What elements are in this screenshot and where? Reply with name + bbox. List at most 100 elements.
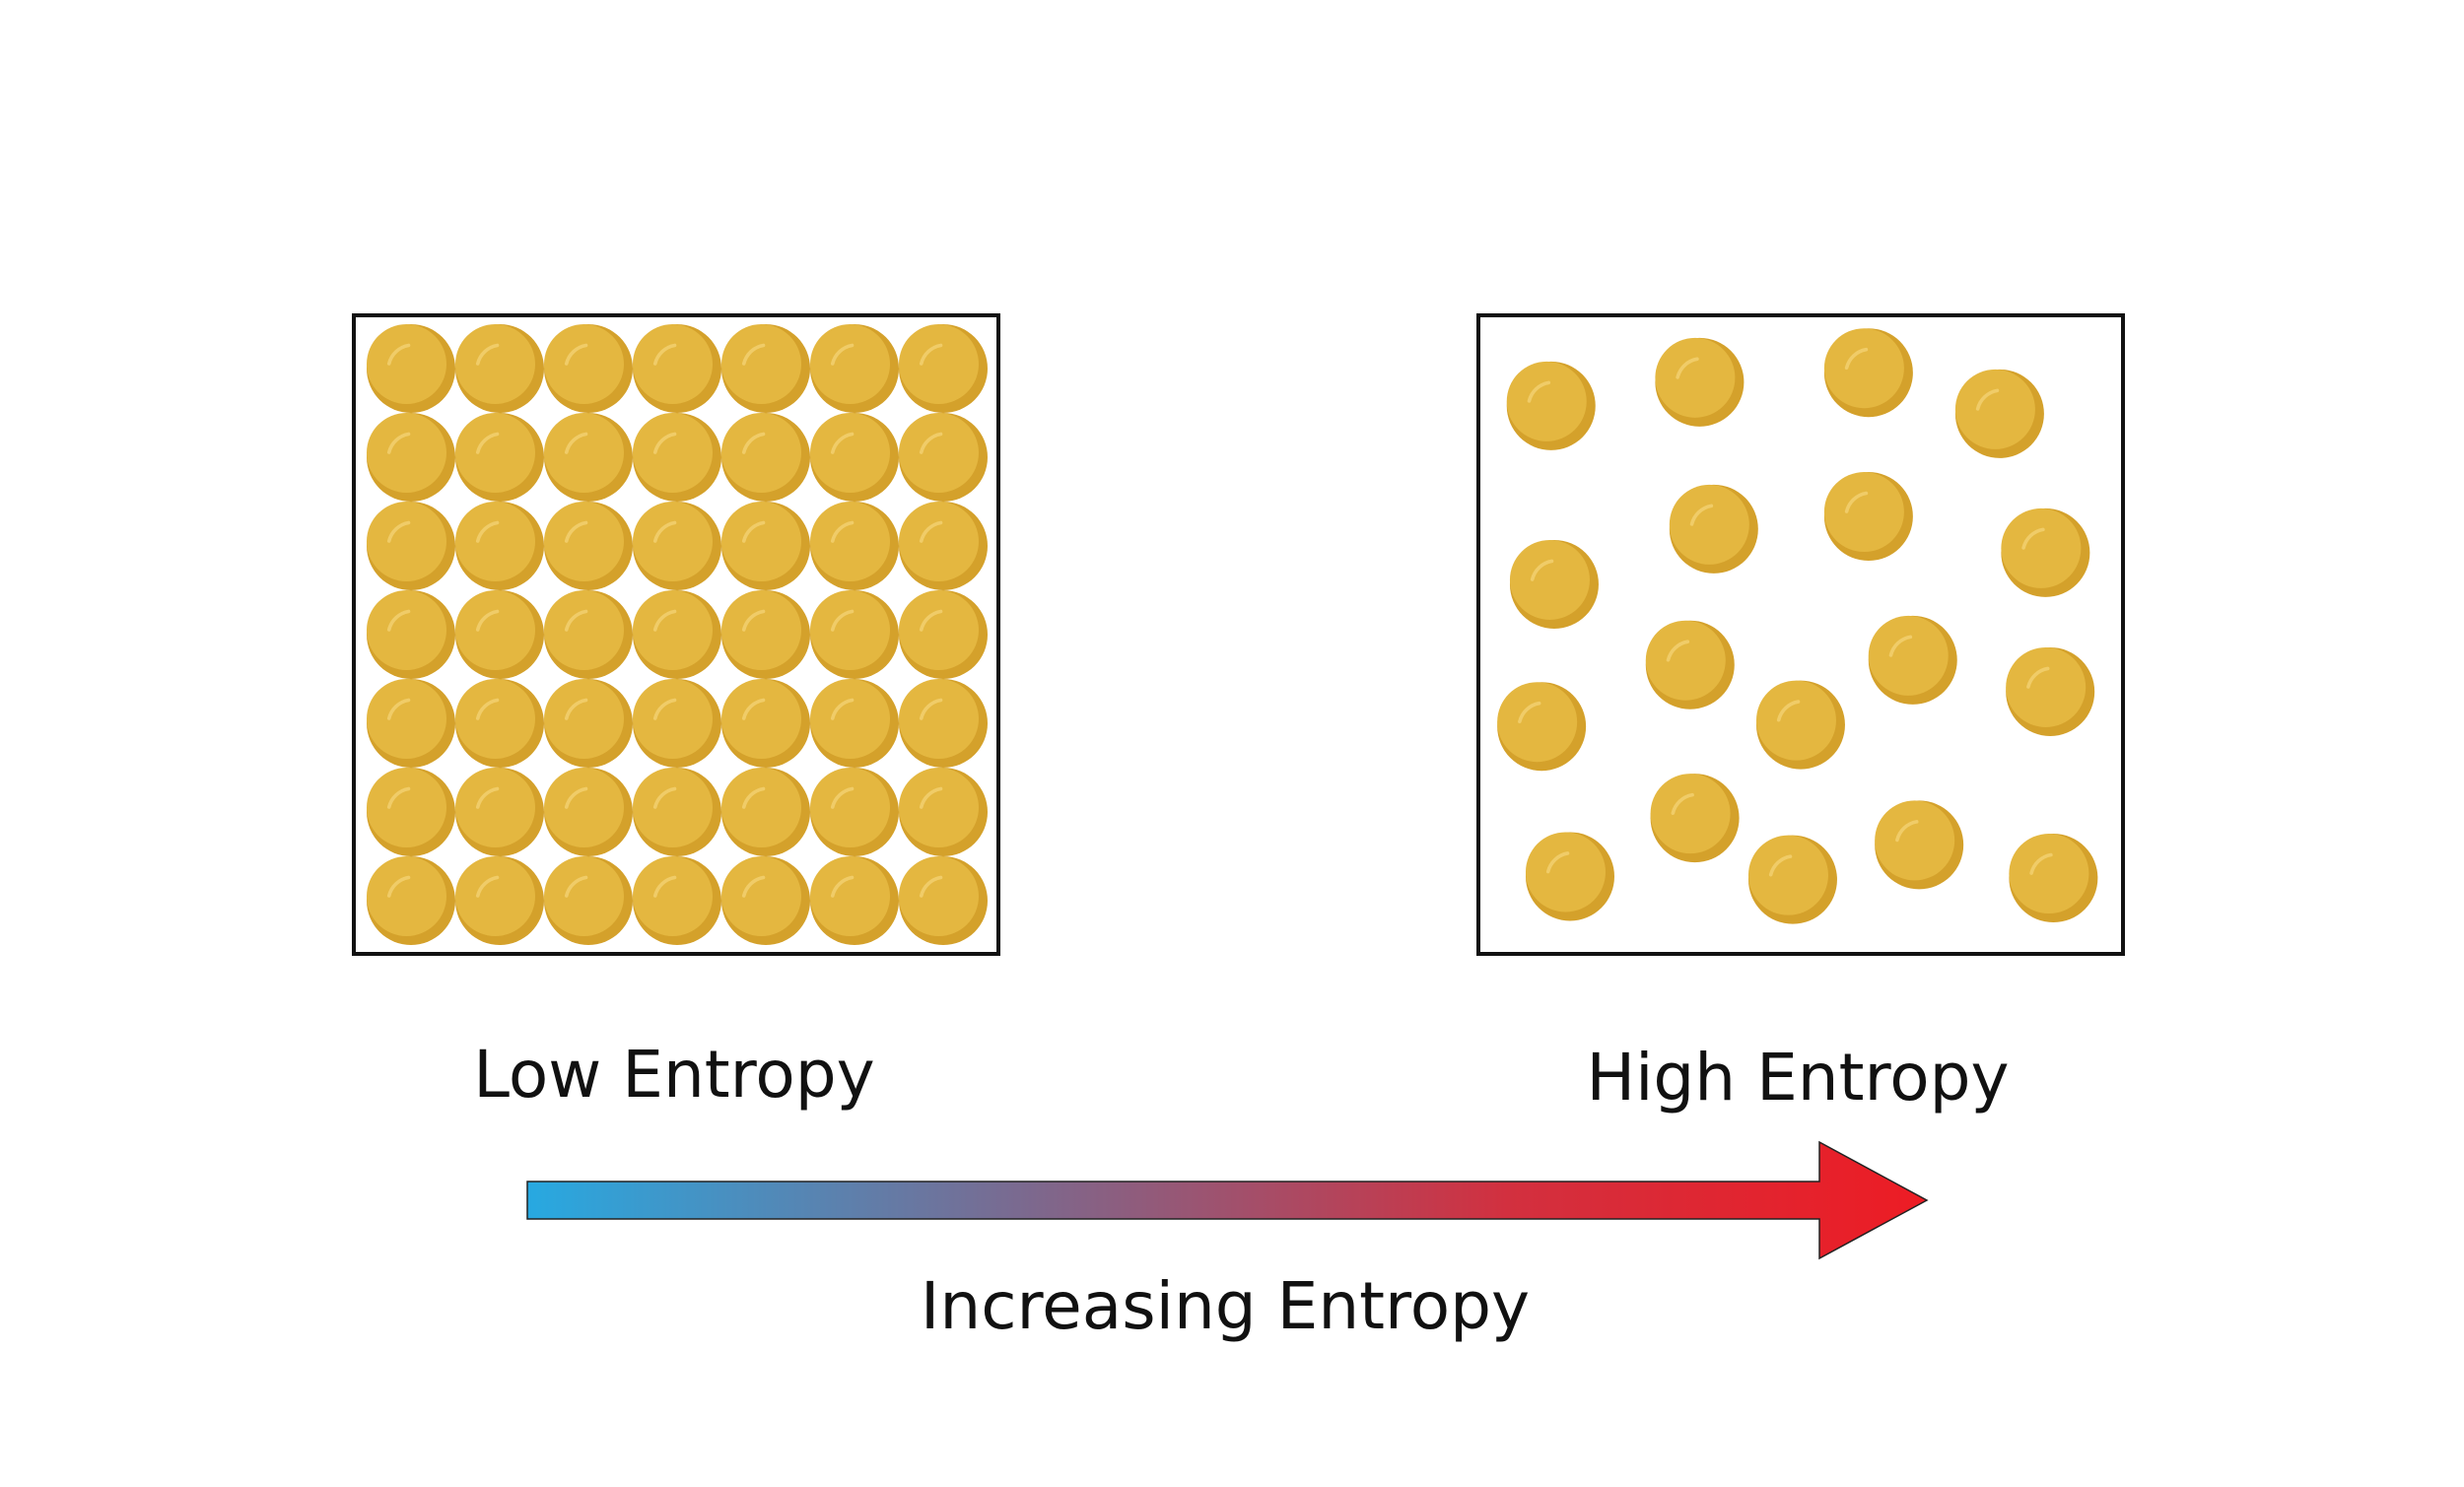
particle-highlight	[564, 875, 588, 898]
particle-highlight	[830, 520, 855, 543]
particle-part	[1823, 328, 1904, 409]
particle	[455, 590, 544, 679]
particle-highlight	[386, 432, 411, 454]
particle-highlight	[475, 875, 500, 898]
particle-highlight	[1776, 700, 1801, 722]
particle-highlight	[386, 343, 411, 366]
particle	[2006, 646, 2095, 736]
particle	[810, 768, 899, 856]
particle-highlight	[475, 786, 500, 809]
particle-part	[1506, 361, 1587, 441]
particle-highlight	[741, 432, 766, 454]
particle-part	[899, 768, 979, 847]
particle-highlight	[1530, 559, 1554, 581]
particle-highlight	[564, 609, 588, 632]
particle-highlight	[919, 343, 943, 366]
particle	[899, 413, 988, 502]
particle-highlight	[475, 698, 500, 720]
particle-part	[810, 590, 890, 670]
particle	[455, 502, 544, 590]
particle	[899, 324, 988, 413]
particle-highlight	[919, 875, 943, 898]
particle-highlight	[830, 698, 855, 720]
particle	[1655, 337, 1745, 427]
particle	[899, 679, 988, 768]
particle	[367, 324, 455, 413]
particle-part	[1669, 484, 1749, 565]
particle	[1509, 539, 1599, 629]
particle	[633, 856, 721, 945]
particle-part	[367, 324, 446, 404]
low-entropy-label: Low Entropy	[473, 1037, 874, 1113]
particle-highlight	[830, 609, 855, 632]
particle	[899, 502, 988, 590]
particle-part	[899, 679, 979, 759]
particle-highlight	[741, 698, 766, 720]
particle-highlight	[1768, 854, 1793, 877]
low-entropy-particles	[367, 324, 988, 945]
particle-part	[899, 502, 979, 581]
particle	[1875, 800, 1964, 890]
particle-highlight	[1527, 380, 1551, 403]
particle-highlight	[919, 520, 943, 543]
particle-part	[367, 679, 446, 759]
particle	[367, 502, 455, 590]
particle-highlight	[652, 343, 677, 366]
particle	[544, 413, 633, 502]
particle	[544, 324, 633, 413]
particle	[1755, 680, 1845, 770]
particle-highlight	[652, 875, 677, 898]
particle-part	[721, 324, 801, 404]
particle	[810, 590, 899, 679]
particle-highlight	[475, 343, 500, 366]
particle	[810, 679, 899, 768]
particle-part	[455, 856, 535, 936]
particle-highlight	[1844, 491, 1869, 513]
particle	[455, 856, 544, 945]
particle	[721, 324, 810, 413]
particle	[633, 324, 721, 413]
particle-part	[1650, 774, 1731, 854]
particle-highlight	[564, 698, 588, 720]
particle	[455, 768, 544, 856]
particle-part	[721, 413, 801, 493]
high-entropy-particles	[1497, 328, 2098, 924]
particle-part	[1747, 835, 1828, 915]
particle-part	[1823, 472, 1904, 553]
particle-highlight	[1975, 388, 2000, 411]
particle-part	[2009, 834, 2089, 914]
particle-part	[810, 502, 890, 581]
particle-highlight	[830, 875, 855, 898]
particle-part	[810, 413, 890, 493]
particle	[1868, 615, 1957, 705]
particle-part	[367, 413, 446, 493]
particle	[721, 679, 810, 768]
particle-highlight	[652, 432, 677, 454]
particle-highlight	[2021, 527, 2045, 550]
particle-part	[544, 679, 624, 759]
particle-highlight	[1545, 851, 1570, 874]
particle-highlight	[564, 343, 588, 366]
particle	[721, 590, 810, 679]
high-entropy-label: High Entropy	[1586, 1040, 2009, 1115]
particle	[367, 768, 455, 856]
particle-highlight	[2026, 666, 2050, 689]
particle-part	[721, 502, 801, 581]
particle-part	[367, 768, 446, 847]
particle	[1823, 328, 1913, 418]
particle-part	[2006, 646, 2087, 727]
particle-part	[721, 768, 801, 847]
particle-part	[367, 856, 446, 936]
entropy-arrow	[526, 1140, 1929, 1260]
particle-part	[633, 413, 713, 493]
particle-part	[721, 590, 801, 670]
particle-part	[899, 856, 979, 936]
particle	[1506, 361, 1596, 450]
particle	[810, 413, 899, 502]
particle	[367, 679, 455, 768]
particle-part	[633, 679, 713, 759]
particle	[1954, 369, 2044, 458]
particle-part	[455, 768, 535, 847]
